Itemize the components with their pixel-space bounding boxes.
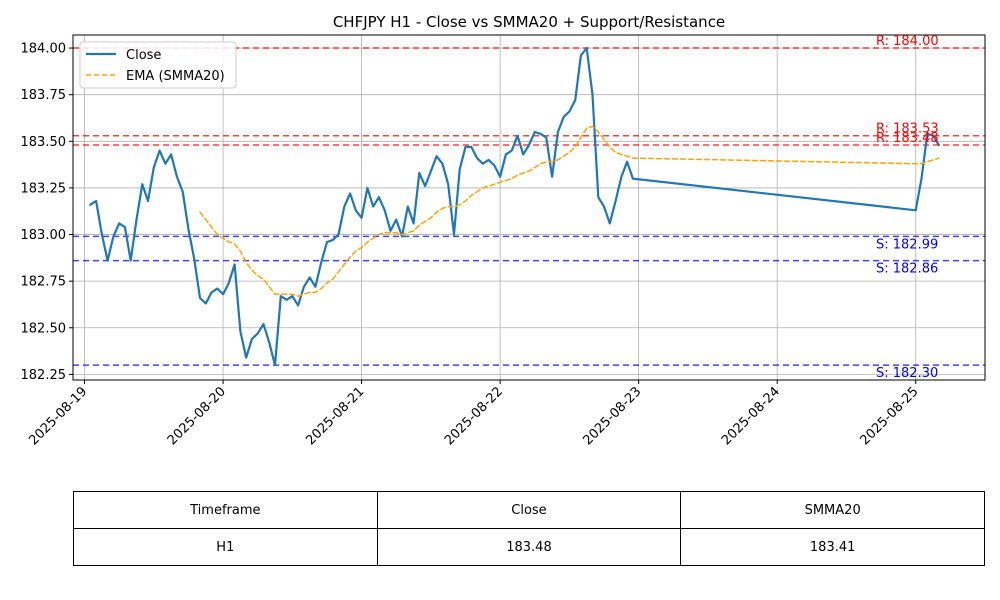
table-header-cell: SMMA20 <box>680 491 985 529</box>
grid <box>73 35 985 380</box>
support-label: S: 182.99 <box>876 237 938 252</box>
series-lines <box>89 46 940 367</box>
axis-ticks: 182.25 182.50 182.75 183.00 183.25 183.50 183.… <box>21 42 922 449</box>
table-row: H1 183.48 183.41 <box>73 528 985 566</box>
x-tick-label: 2025-08-25 <box>858 384 922 448</box>
x-tick-label: 2025-08-20 <box>165 384 229 448</box>
x-tick-label: 2025-08-22 <box>442 384 506 448</box>
legend-label-close: Close <box>126 48 161 63</box>
chart-title: CHFJPY H1 - Close vs SMMA20 + Support/Re… <box>333 13 725 31</box>
close-price-line <box>89 46 940 367</box>
y-tick-label: 183.00 <box>21 228 67 243</box>
support-resistance-labels: R: 184.00 R: 183.53R: 183.48 S: 182.99 S: 1… <box>876 34 939 381</box>
resistance-label: R: 184.00 <box>876 34 939 49</box>
table-cell-timeframe: H1 <box>73 528 378 566</box>
x-tick-label: 2025-08-19 <box>26 384 90 448</box>
x-tick-label: 2025-08-23 <box>580 384 644 448</box>
chart-svg: 182.25 182.50 182.75 183.00 183.25 183.50 183.… <box>21 13 986 449</box>
y-tick-label: 182.75 <box>21 275 67 290</box>
y-tick-label: 182.50 <box>21 321 67 336</box>
summary-table: Timeframe Close SMMA20 H1 183.48 183.41 <box>73 491 985 566</box>
support-label: S: 182.86 <box>876 262 938 277</box>
resistance-label: R: 183.48 <box>876 131 939 146</box>
y-tick-label: 183.75 <box>21 88 67 103</box>
table-cell-close: 183.48 <box>376 528 682 566</box>
y-tick-label: 184.00 <box>21 42 67 57</box>
support-label: S: 182.30 <box>876 366 938 381</box>
smma20-line <box>199 125 940 297</box>
y-tick-label: 182.25 <box>21 368 67 383</box>
table-header-cell: Close <box>376 491 682 529</box>
table-cell-smma20: 183.41 <box>680 528 985 566</box>
legend: Close EMA (SMMA20) <box>79 41 237 89</box>
table-header-cell: Timeframe <box>73 491 378 529</box>
x-tick-label: 2025-08-24 <box>719 384 783 448</box>
table-header-row: Timeframe Close SMMA20 <box>73 491 985 529</box>
resistance-label: R: 183.53 <box>876 122 939 137</box>
y-tick-label: 183.50 <box>21 135 67 150</box>
legend-label-smma20: EMA (SMMA20) <box>126 69 225 84</box>
support-resistance-lines <box>73 47 985 366</box>
y-tick-label: 183.25 <box>21 181 67 196</box>
legend-box <box>79 41 237 89</box>
x-tick-label: 2025-08-21 <box>303 384 367 448</box>
plot-frame <box>72 34 986 381</box>
